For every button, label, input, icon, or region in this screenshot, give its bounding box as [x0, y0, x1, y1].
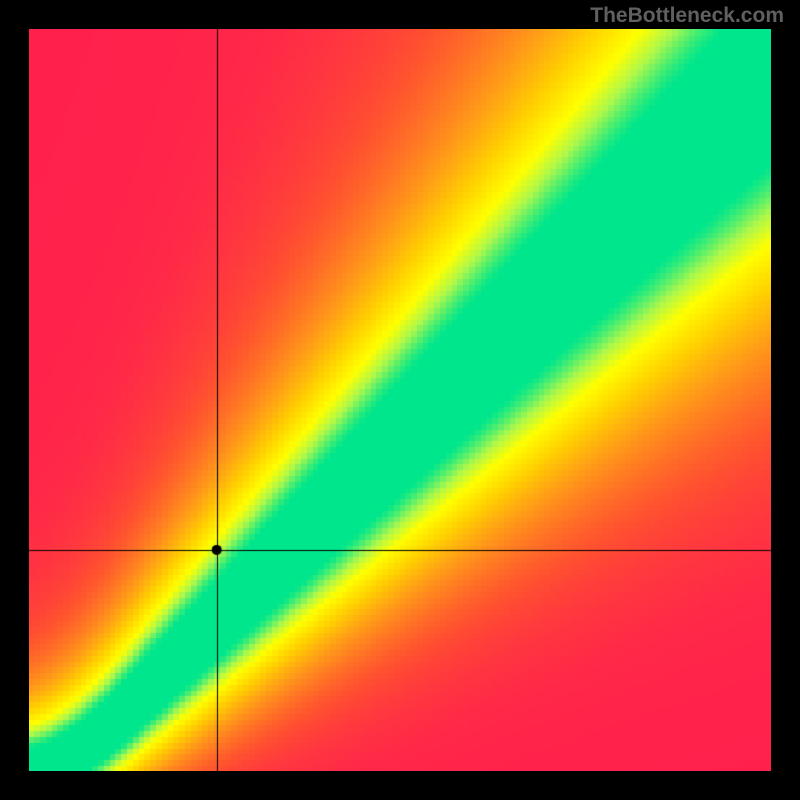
plot-container — [29, 29, 771, 771]
watermark-text: TheBottleneck.com — [590, 4, 784, 28]
bottleneck-heatmap — [29, 29, 771, 771]
